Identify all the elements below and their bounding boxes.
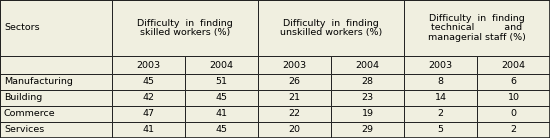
Text: 41: 41 <box>142 125 155 135</box>
Text: 2004: 2004 <box>210 60 234 70</box>
Text: Difficulty  in  finding: Difficulty in finding <box>283 19 379 28</box>
Bar <box>477 74 550 90</box>
Text: Sectors: Sectors <box>4 23 40 33</box>
Text: 42: 42 <box>142 94 155 103</box>
Bar <box>477 106 550 122</box>
Bar <box>185 74 258 90</box>
Text: 28: 28 <box>361 78 373 87</box>
Text: 14: 14 <box>434 94 447 103</box>
Text: 8: 8 <box>437 78 443 87</box>
Bar <box>185 56 258 74</box>
Text: 19: 19 <box>361 109 373 119</box>
Bar <box>0 56 112 74</box>
Bar <box>477 90 550 106</box>
Text: 29: 29 <box>361 125 373 135</box>
Bar <box>331 90 404 106</box>
Bar <box>477 56 550 74</box>
Text: unskilled workers (%): unskilled workers (%) <box>280 28 382 37</box>
Text: 45: 45 <box>216 125 228 135</box>
Text: 2003: 2003 <box>283 60 306 70</box>
Text: Commerce: Commerce <box>4 109 56 119</box>
Bar <box>112 74 185 90</box>
Bar <box>331 106 404 122</box>
Bar <box>404 122 477 138</box>
Text: 10: 10 <box>508 94 520 103</box>
Text: 22: 22 <box>289 109 300 119</box>
Text: Difficulty  in  finding: Difficulty in finding <box>137 19 233 28</box>
Text: 26: 26 <box>289 78 300 87</box>
Bar <box>404 0 550 56</box>
Bar <box>0 90 112 106</box>
Bar <box>112 90 185 106</box>
Text: Manufacturing: Manufacturing <box>4 78 73 87</box>
Bar <box>404 56 477 74</box>
Text: 2: 2 <box>510 125 516 135</box>
Text: Services: Services <box>4 125 44 135</box>
Bar <box>0 106 112 122</box>
Text: 41: 41 <box>216 109 228 119</box>
Text: skilled workers (%): skilled workers (%) <box>140 28 230 37</box>
Bar <box>404 74 477 90</box>
Text: 2004: 2004 <box>355 60 380 70</box>
Bar <box>112 56 185 74</box>
Bar <box>185 122 258 138</box>
Text: 2003: 2003 <box>428 60 453 70</box>
Bar <box>258 74 331 90</box>
Bar <box>0 74 112 90</box>
Text: Difficulty  in  finding: Difficulty in finding <box>429 14 525 23</box>
Text: 51: 51 <box>216 78 228 87</box>
Bar <box>185 90 258 106</box>
Text: 2003: 2003 <box>136 60 161 70</box>
Bar <box>258 0 404 56</box>
Bar <box>331 122 404 138</box>
Bar <box>258 122 331 138</box>
Bar <box>112 106 185 122</box>
Text: 45: 45 <box>216 94 228 103</box>
Bar <box>112 0 258 56</box>
Bar <box>331 74 404 90</box>
Text: 6: 6 <box>510 78 516 87</box>
Bar <box>258 90 331 106</box>
Bar <box>112 122 185 138</box>
Bar <box>0 0 112 56</box>
Text: 20: 20 <box>289 125 300 135</box>
Text: 2: 2 <box>437 109 443 119</box>
Text: 23: 23 <box>361 94 373 103</box>
Text: 2004: 2004 <box>502 60 525 70</box>
Text: Building: Building <box>4 94 42 103</box>
Text: technical          and: technical and <box>431 23 522 33</box>
Text: managerial staff (%): managerial staff (%) <box>428 33 526 42</box>
Text: 21: 21 <box>289 94 300 103</box>
Text: 45: 45 <box>142 78 155 87</box>
Bar <box>477 122 550 138</box>
Bar <box>0 122 112 138</box>
Text: 47: 47 <box>142 109 155 119</box>
Text: 0: 0 <box>510 109 516 119</box>
Bar <box>404 90 477 106</box>
Bar <box>258 56 331 74</box>
Bar <box>404 106 477 122</box>
Bar <box>258 106 331 122</box>
Text: 5: 5 <box>437 125 443 135</box>
Bar <box>185 106 258 122</box>
Bar <box>331 56 404 74</box>
